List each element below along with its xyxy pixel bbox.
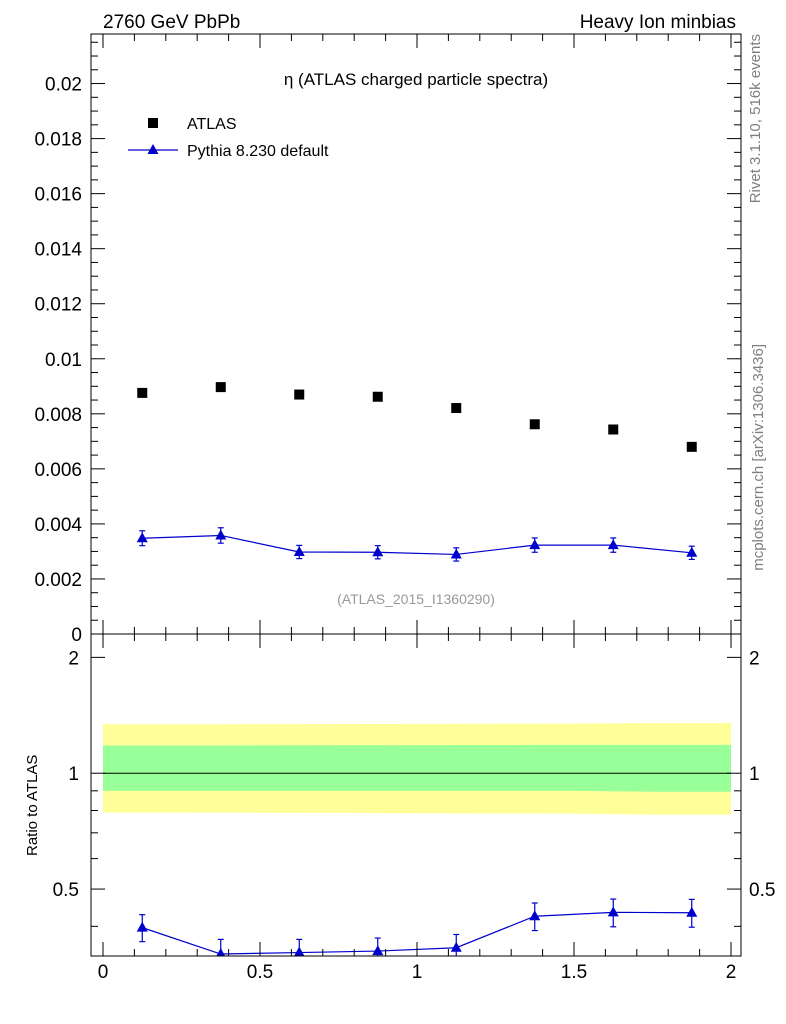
x-tick-label: 1.5 (561, 962, 587, 983)
main-title: η (ATLAS charged particle spectra) (284, 70, 548, 89)
pythia-point (215, 529, 227, 540)
legend-label-pythia: Pythia 8.230 default (187, 143, 329, 160)
x-tick-label: 0 (98, 962, 109, 983)
y-tick-label: 0.01 (45, 350, 82, 371)
x-tick-label: 2 (726, 962, 737, 983)
atlas-point (608, 424, 619, 435)
pythia-point (450, 548, 462, 559)
rivet-label: Rivet 3.1.10, 516k events (747, 34, 764, 203)
y-tick-label: 0 (71, 625, 82, 646)
header-right: Heavy Ion minbias (580, 12, 736, 33)
atlas-point (529, 419, 540, 430)
mcplots-label: mcplots.cern.ch [arXiv:1306.3436] (750, 344, 767, 571)
pythia-point (136, 532, 148, 543)
main-data-layer (136, 382, 698, 562)
ratio-panel-frame (90, 633, 742, 957)
ratio-y-tick-label-left: 2 (68, 648, 79, 669)
pythia-point (529, 539, 541, 550)
header-left: 2760 GeV PbPb (103, 12, 240, 33)
y-tick-label: 0.004 (34, 515, 82, 536)
ratio-point (216, 948, 226, 956)
atlas-point (451, 403, 462, 414)
pythia-point (607, 539, 619, 550)
pythia-point (293, 545, 305, 556)
ratio-point (136, 921, 148, 932)
y-tick-label: 0.012 (34, 295, 82, 316)
ratio-y-tick-label-right: 0.5 (749, 880, 775, 901)
pythia-point (372, 546, 384, 557)
analysis-annotation: (ATLAS_2015_I1360290) (337, 591, 495, 607)
pythia-line (142, 534, 692, 556)
x-tick-label: 0.5 (247, 962, 273, 983)
x-tick-label: 1 (412, 962, 423, 983)
legend-label-atlas: ATLAS (187, 116, 237, 133)
ratio-y-tick-label-right: 1 (749, 764, 760, 785)
y-tick-label: 0.018 (34, 130, 82, 151)
y-tick-label: 0.008 (34, 405, 82, 426)
main-ticks: 0 0.002 0.004 0.006 0.008 0.01 0.012 0.014 0.016… (34, 34, 741, 646)
ratio-panel: 0.5 0.5 1 1 2 2 0 0.5 1 1.5 2 Ratio to ATLAS (24, 633, 775, 983)
y-tick-label: 0.02 (45, 75, 82, 96)
ratio-data-layer (103, 723, 731, 956)
pythia-point (686, 546, 698, 557)
legend: ATLAS Pythia 8.230 default (128, 116, 329, 160)
y-tick-label: 0.006 (34, 460, 82, 481)
ratio-point (529, 910, 541, 921)
ratio-point (607, 906, 619, 917)
ratio-point (450, 941, 462, 952)
atlas-point (372, 391, 383, 402)
atlas-point (294, 389, 305, 400)
ratio-ticks: 0.5 0.5 1 1 2 2 0 0.5 1 1.5 2 (53, 634, 775, 983)
legend-marker-atlas (148, 118, 158, 128)
ratio-y-tick-label-right: 2 (749, 648, 760, 669)
ratio-point (372, 945, 384, 956)
atlas-point (215, 382, 226, 393)
ratio-y-tick-label-left: 0.5 (53, 880, 79, 901)
atlas-point (686, 441, 697, 452)
ratio-band-inner (103, 744, 731, 792)
y-tick-label: 0.016 (34, 185, 82, 206)
y-tick-label: 0.002 (34, 570, 82, 591)
ratio-point (294, 946, 305, 956)
ratio-y-tick-label-left: 1 (68, 764, 79, 785)
y-tick-label: 0.014 (34, 240, 82, 261)
ratio-point (686, 906, 698, 917)
legend-marker-pythia (147, 144, 159, 154)
main-panel: 0 0.002 0.004 0.006 0.008 0.01 0.012 0.014 0.016… (34, 33, 742, 646)
atlas-point (137, 387, 148, 398)
ratio-ylabel: Ratio to ATLAS (24, 755, 41, 856)
